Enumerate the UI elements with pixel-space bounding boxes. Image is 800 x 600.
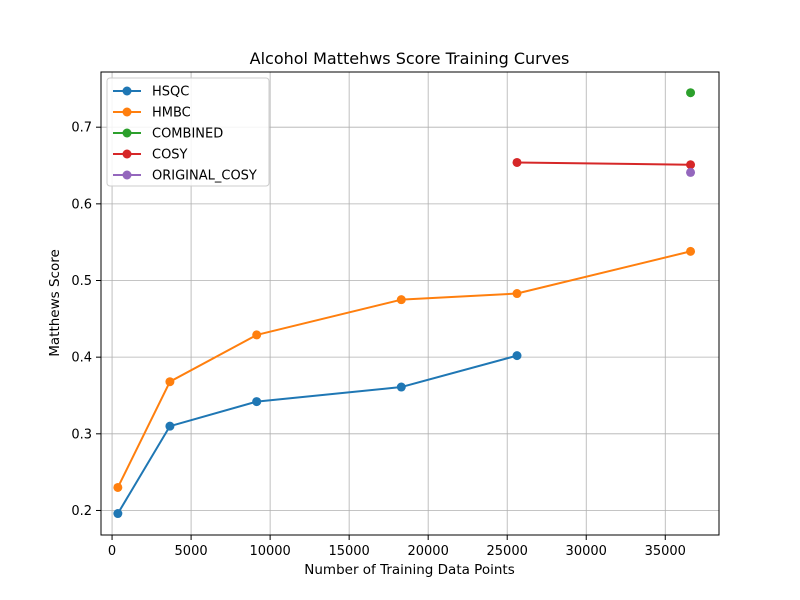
y-tick-label: 0.7 (71, 121, 92, 136)
data-point-hsqc (165, 421, 175, 431)
legend: HSQC HMBC COMBINED COSY ORIGINAL_COSY (106, 77, 270, 187)
y-tick-label: 0.3 (71, 427, 92, 442)
x-tick-label: 30000 (566, 544, 607, 559)
data-point-hmbc (252, 330, 262, 340)
y-tick-label: 0.4 (71, 351, 92, 366)
data-point-hsqc (396, 382, 406, 392)
data-point-original-cosy (686, 167, 696, 177)
series-hmbc (113, 246, 696, 492)
legend-item-combined: COMBINED (113, 127, 223, 142)
legend-item-hmbc: HMBC (113, 106, 191, 121)
data-point-hmbc (686, 246, 696, 256)
data-point-hmbc (396, 295, 406, 305)
legend-item-original-cosy: ORIGINAL_COSY (113, 169, 257, 184)
grid (101, 72, 719, 535)
x-axis-label: Number of Training Data Points (304, 562, 514, 578)
data-point-hmbc (512, 289, 522, 299)
legend-label: HSQC (152, 85, 189, 100)
x-tick-label: 20000 (407, 544, 448, 559)
data-point-hsqc (252, 397, 262, 407)
x-tick-label: 15000 (328, 544, 369, 559)
data-point-cosy (686, 160, 696, 170)
legend-item-cosy: COSY (113, 148, 188, 163)
y-tick-label: 0.2 (71, 504, 92, 519)
legend-label: HMBC (152, 106, 191, 121)
series-line-cosy (516, 161, 691, 166)
legend-swatch-marker (122, 149, 132, 159)
axis-ticks: 0 5000 10000 15000 20000 25000 30000 35000 0.2 0.… (71, 121, 686, 559)
data-point-hsqc (512, 351, 522, 361)
plot-series (113, 88, 696, 519)
legend-label: COMBINED (152, 127, 223, 142)
data-point-cosy (512, 157, 522, 167)
data-point-combined (686, 88, 696, 98)
x-tick-label: 0 (108, 544, 116, 559)
legend-box (106, 77, 270, 187)
data-point-hsqc (113, 509, 123, 519)
series-line-hmbc (116, 250, 691, 488)
plot-area-frame (100, 71, 720, 536)
series-combined (686, 88, 696, 98)
legend-swatch-marker (122, 128, 132, 138)
x-tick-label: 10000 (249, 544, 290, 559)
legend-swatch-marker (122, 170, 132, 180)
x-tick-label: 5000 (175, 544, 208, 559)
series-hsqc (113, 351, 522, 519)
legend-swatch-marker (122, 107, 132, 117)
chart-title: Alcohol Mattehws Score Training Curves (250, 49, 570, 68)
series-cosy (512, 157, 696, 170)
series-original-cosy (686, 167, 696, 177)
y-axis-label: Matthews Score (47, 249, 63, 357)
legend-item-hsqc: HSQC (113, 85, 189, 100)
data-point-hmbc (113, 482, 123, 492)
series-line-hsqc (116, 354, 518, 515)
legend-label: COSY (152, 148, 188, 163)
y-tick-label: 0.5 (71, 274, 92, 289)
y-tick-label: 0.6 (71, 197, 92, 212)
legend-swatch-marker (122, 86, 132, 96)
x-tick-label: 35000 (645, 544, 686, 559)
data-point-hmbc (165, 377, 175, 387)
legend-label: ORIGINAL_COSY (152, 169, 257, 184)
x-tick-label: 25000 (487, 544, 528, 559)
